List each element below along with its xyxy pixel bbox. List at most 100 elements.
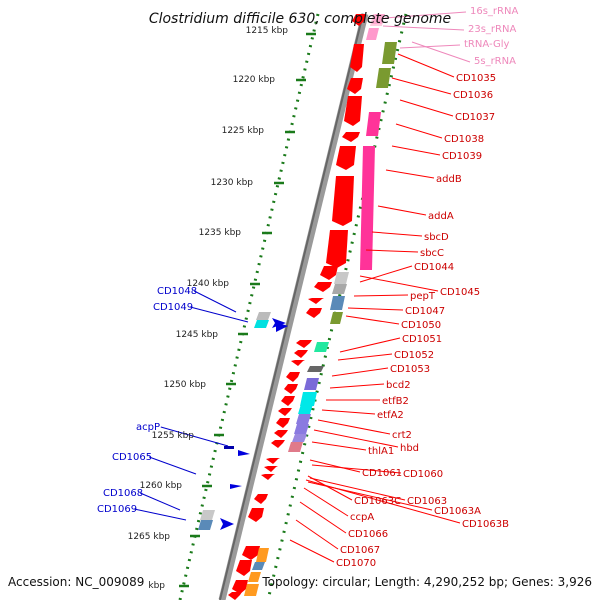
gene-label[interactable]: addA [428,211,454,222]
gene-label[interactable]: etfA2 [377,410,404,421]
cds-arrow[interactable] [254,494,268,504]
cds-arrow-reverse[interactable] [276,322,288,332]
gene-label[interactable]: CD1069 [97,504,137,515]
gene-label[interactable]: CD1047 [405,306,445,317]
gene-label[interactable]: CD1050 [401,320,441,331]
gene-label[interactable]: sbcD [424,232,449,243]
gene-label[interactable]: tRNA-Gly [464,39,509,50]
cds-arrow-reverse[interactable] [220,518,234,530]
gene-label[interactable]: CD1070 [336,558,376,569]
rrna-box[interactable] [366,28,379,40]
gene-label[interactable]: CD1037 [455,112,495,123]
cds-arrow[interactable] [296,340,312,348]
cds-arrow[interactable] [284,384,298,394]
gene-label[interactable]: CD1060 [403,469,443,480]
gene-label[interactable]: hbd [400,443,419,454]
cds-arrow[interactable] [264,466,278,472]
cds-arrow[interactable] [291,360,305,366]
gene-label[interactable]: CD1048 [157,286,197,297]
cds-box[interactable] [304,378,319,390]
cds-arrow[interactable] [332,176,354,226]
gene-label[interactable]: CD1067 [340,545,380,556]
cds-box[interactable] [314,342,329,352]
gene-label[interactable]: addB [436,174,462,185]
gene-label[interactable]: CD1049 [153,302,193,313]
gene-label[interactable]: crt2 [392,430,412,441]
gene-label[interactable]: CD1063B [462,519,509,530]
cds-arrow[interactable] [274,430,288,438]
gene-label[interactable]: CD1063C [354,496,401,507]
gene-label[interactable]: 23s_rRNA [468,24,516,35]
gene-label[interactable]: 16s_rRNA [470,6,518,17]
cds-arrow[interactable] [314,282,332,292]
cds-small[interactable] [224,446,234,449]
cds-arrow-reverse[interactable] [230,484,242,489]
gene-label[interactable]: 5s_rRNA [474,56,516,67]
gene-label[interactable]: pepT [410,291,436,302]
cds-arrow[interactable] [236,560,252,576]
cds-arrow[interactable] [261,474,275,480]
rrna-box[interactable] [360,146,375,270]
cds-box[interactable] [244,584,259,596]
gene-label[interactable]: CD1061 [362,468,402,479]
cds-arrow[interactable] [342,132,360,142]
cds-arrow[interactable] [248,508,264,522]
cds-arrow[interactable] [242,546,260,560]
gene-label[interactable]: CD1035 [456,73,496,84]
cds-arrow[interactable] [294,350,308,358]
cds-box[interactable] [334,272,349,284]
cds-arrow[interactable] [276,418,290,428]
feature-track[interactable] [198,14,397,600]
gene-label[interactable]: CD1068 [103,488,143,499]
cds-arrow[interactable] [350,44,364,72]
cds-box[interactable] [200,510,215,520]
cds-box[interactable] [248,572,261,582]
rrna-box[interactable] [372,14,385,24]
cds-arrow[interactable] [281,396,295,406]
cds-box[interactable] [288,442,303,452]
cds-box[interactable] [256,312,271,320]
gene-label[interactable]: CD1063A [434,506,481,517]
rrna-box[interactable] [366,112,381,136]
gene-label[interactable]: CD1051 [402,334,442,345]
cds-arrow[interactable] [326,230,348,268]
cds-box[interactable] [307,366,324,372]
cds-box[interactable] [298,404,313,414]
gene-label[interactable]: CD1066 [348,529,388,540]
cds-arrow[interactable] [232,580,248,594]
cds-box[interactable] [292,434,307,442]
gene-label[interactable]: CD1065 [112,452,152,463]
trna-box[interactable] [330,312,343,324]
cds-box[interactable] [198,520,213,530]
gene-label[interactable]: CD1045 [440,287,480,298]
cds-arrow[interactable] [306,308,322,318]
cds-box[interactable] [296,414,311,424]
gene-label-group[interactable]: 16s_rRNA 23s_rRNA tRNA-Gly 5s_rRNA CD1035 CD1… [97,6,518,569]
cds-box[interactable] [256,548,269,562]
gene-label[interactable]: CD1036 [453,90,493,101]
gene-label[interactable]: sbcC [420,248,444,259]
cds-box[interactable] [252,562,265,570]
cds-box[interactable] [294,424,309,434]
cds-box[interactable] [254,320,269,328]
cds-arrow[interactable] [336,146,356,170]
cds-arrow[interactable] [308,298,324,304]
cds-box[interactable] [300,392,317,406]
cds-arrow[interactable] [228,592,242,600]
cds-box[interactable] [332,284,347,294]
cds-arrow-reverse[interactable] [238,450,250,456]
cds-arrow[interactable] [347,78,363,94]
cds-arrow[interactable] [320,266,338,280]
cds-arrow[interactable] [286,372,300,382]
cds-arrow[interactable] [271,440,285,448]
gene-label[interactable]: CD1053 [390,364,430,375]
cds-arrow[interactable] [278,408,292,416]
gene-label[interactable]: thlA1 [368,446,394,457]
gene-label[interactable]: CD1052 [394,350,434,361]
cds-arrow[interactable] [344,96,362,126]
gene-label[interactable]: acpP [136,422,160,433]
gene-label[interactable]: etfB2 [382,396,409,407]
trna-box[interactable] [382,42,397,64]
gene-label[interactable]: CD1063 [407,496,447,507]
